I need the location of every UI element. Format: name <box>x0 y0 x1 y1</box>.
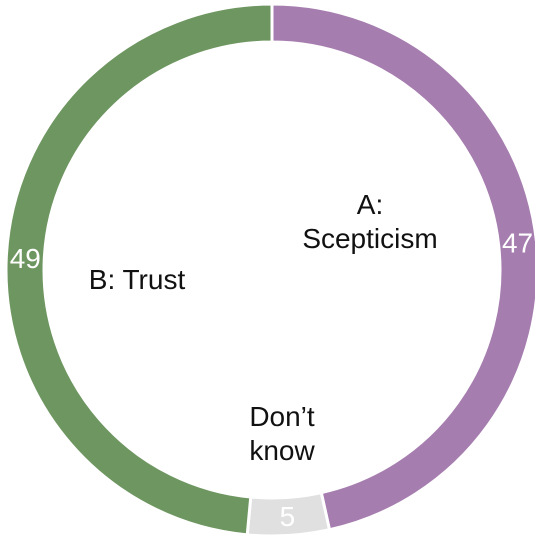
value-label: 5 <box>280 501 296 532</box>
donut-slice <box>270 2 535 532</box>
value-label: 49 <box>10 243 41 274</box>
value-label: 47 <box>502 228 533 259</box>
category-label: B: Trust <box>88 264 186 295</box>
donut-slice <box>4 2 274 536</box>
category-label: A: Scepticism <box>302 189 438 254</box>
category-label: Don’t know <box>249 401 315 466</box>
